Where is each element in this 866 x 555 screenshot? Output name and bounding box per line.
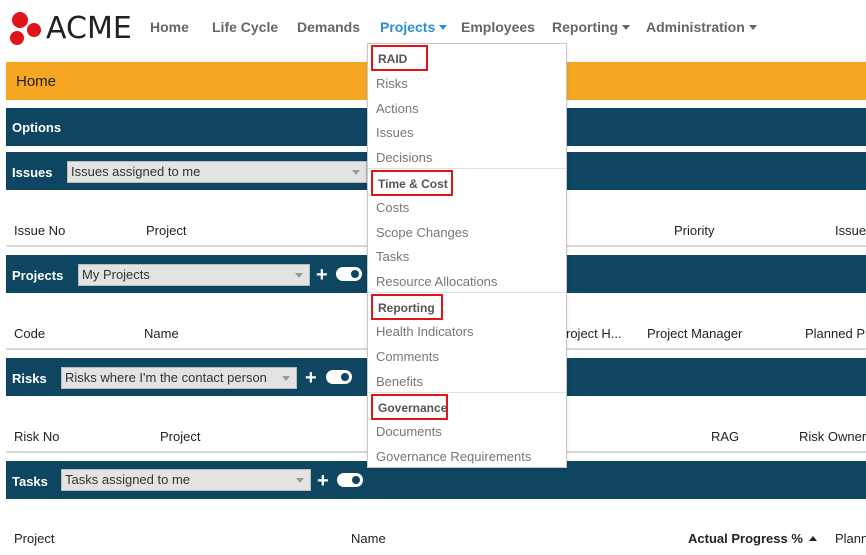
risks-col-project[interactable]: Project (160, 429, 201, 444)
nav-home[interactable]: Home (150, 19, 189, 35)
projects-filter-value: My Projects (82, 267, 150, 282)
nav-employees[interactable]: Employees (461, 19, 535, 35)
nav-reporting-label: Reporting (552, 19, 619, 35)
menu-item-documents[interactable]: Documents (376, 424, 442, 439)
menu-item-benefits[interactable]: Benefits (376, 374, 423, 389)
brand-logo[interactable]: ACME (8, 10, 132, 46)
chevron-down-icon (296, 478, 304, 483)
tasks-toggle[interactable] (337, 473, 363, 487)
menu-item-scope-changes[interactable]: Scope Changes (376, 225, 469, 240)
tasks-title: Tasks (12, 474, 48, 489)
nav-administration-label: Administration (646, 19, 745, 35)
chevron-down-icon (282, 376, 290, 381)
risks-col-rag[interactable]: RAG (711, 429, 740, 444)
issues-col-project[interactable]: Project (146, 223, 187, 238)
chevron-down-icon (622, 25, 631, 30)
nav-projects[interactable]: Projects (380, 19, 448, 35)
tasks-col-actual-progress-label: Actual Progress % (688, 531, 803, 546)
projects-col-project-manager[interactable]: Project Manager (647, 326, 743, 341)
risks-title: Risks (12, 371, 47, 386)
menu-divider (368, 392, 566, 393)
options-label: Options (12, 120, 62, 135)
nav-projects-label: Projects (380, 19, 436, 35)
risks-toggle[interactable] (326, 370, 352, 384)
menu-item-comments[interactable]: Comments (376, 349, 439, 364)
menu-header-governance: Governance (371, 394, 448, 420)
issues-filter-select[interactable]: Issues assigned to me (67, 161, 367, 183)
menu-divider (368, 292, 566, 293)
menu-item-actions[interactable]: Actions (376, 101, 419, 116)
nav-reporting[interactable]: Reporting (552, 19, 631, 35)
nav-demands[interactable]: Demands (297, 19, 361, 35)
projects-filter-select[interactable]: My Projects (78, 264, 310, 286)
tasks-col-name[interactable]: Name (351, 531, 386, 546)
issues-col-priority[interactable]: Priority (674, 223, 715, 238)
menu-item-costs[interactable]: Costs (376, 200, 410, 215)
menu-item-governance-requirements[interactable]: Governance Requirements (376, 449, 532, 464)
menu-item-issues[interactable]: Issues (376, 125, 414, 140)
sort-ascending-icon (808, 536, 817, 541)
projects-col-planned[interactable]: Planned Pr (805, 326, 866, 341)
menu-header-raid: RAID (371, 45, 428, 71)
brand-name: ACME (46, 10, 132, 46)
issues-col-issue-no[interactable]: Issue No (14, 223, 66, 238)
menu-divider (368, 168, 566, 169)
risks-col-risk-owner[interactable]: Risk Owner (799, 429, 866, 444)
add-task-button[interactable]: + (317, 470, 329, 492)
projects-col-project-health[interactable]: roject H... (566, 326, 622, 341)
menu-item-health-indicators[interactable]: Health Indicators (376, 324, 474, 339)
risks-filter-value: Risks where I'm the contact person (65, 370, 267, 385)
projects-title: Projects (12, 268, 64, 283)
issues-title: Issues (12, 165, 53, 180)
nav-life-cycle[interactable]: Life Cycle (212, 19, 279, 35)
tasks-col-planned[interactable]: Plann (835, 531, 866, 546)
projects-dropdown-menu: RAID Risks Actions Issues Decisions Time… (367, 43, 567, 468)
tasks-filter-select[interactable]: Tasks assigned to me (61, 469, 311, 491)
projects-toggle[interactable] (336, 267, 362, 281)
menu-item-resource-allocations[interactable]: Resource Allocations (376, 274, 498, 289)
projects-col-code[interactable]: Code (14, 326, 46, 341)
chevron-down-icon (439, 25, 448, 30)
page-title: Home (16, 73, 57, 90)
tasks-col-actual-progress[interactable]: Actual Progress % (688, 531, 817, 546)
issues-col-issue[interactable]: Issue (835, 223, 866, 238)
menu-item-tasks[interactable]: Tasks (376, 249, 410, 264)
chevron-down-icon (748, 25, 757, 30)
chevron-down-icon (352, 170, 360, 175)
tasks-filter-value: Tasks assigned to me (65, 472, 191, 487)
projects-col-name[interactable]: Name (144, 326, 179, 341)
issues-filter-value: Issues assigned to me (71, 164, 201, 179)
menu-item-risks[interactable]: Risks (376, 76, 408, 91)
chevron-down-icon (295, 273, 303, 278)
add-project-button[interactable]: + (316, 264, 328, 286)
menu-header-time-cost: Time & Cost (371, 170, 453, 196)
nav-administration[interactable]: Administration (646, 19, 757, 35)
acme-logo-icon (10, 12, 41, 45)
risks-filter-select[interactable]: Risks where I'm the contact person (61, 367, 297, 389)
tasks-col-project[interactable]: Project (14, 531, 55, 546)
risks-col-risk-no[interactable]: Risk No (14, 429, 60, 444)
menu-item-decisions[interactable]: Decisions (376, 150, 433, 165)
menu-header-reporting: Reporting (371, 294, 443, 320)
add-risk-button[interactable]: + (305, 367, 317, 389)
